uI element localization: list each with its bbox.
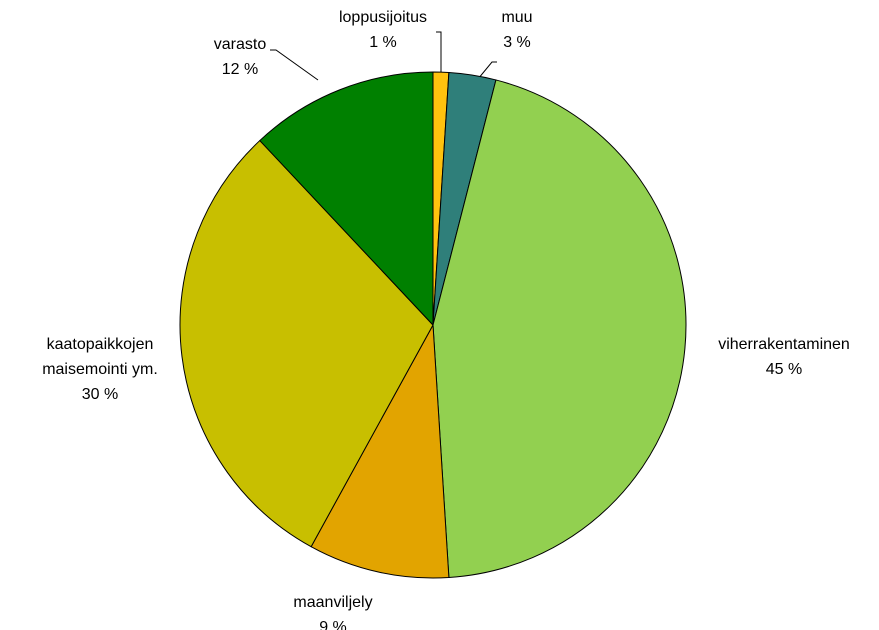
slice-value-label: 30 % [81,386,119,403]
slice-value-label: 9 % [319,619,347,630]
pie-slice [310,323,450,579]
leader-line [477,61,497,80]
slice-label: loppusijoitus [338,9,428,26]
slice-label: varasto [213,36,267,53]
slice-label: maanviljely [293,594,373,611]
slice-label: muu [501,9,533,26]
pie-slice [259,71,434,327]
leader-line [436,31,442,76]
slice-value-label: 45 % [765,361,803,378]
slice-value-label: 12 % [221,61,259,78]
slice-value-label: 1 % [369,34,397,51]
pie-slice [432,79,687,579]
leader-line [270,49,319,81]
slice-label: kaatopaikkojen maisemointi ym. [42,336,158,378]
pie-slice [179,139,434,548]
slice-value-label: 3 % [503,34,531,51]
slice-label: viherrakentaminen [718,336,850,353]
